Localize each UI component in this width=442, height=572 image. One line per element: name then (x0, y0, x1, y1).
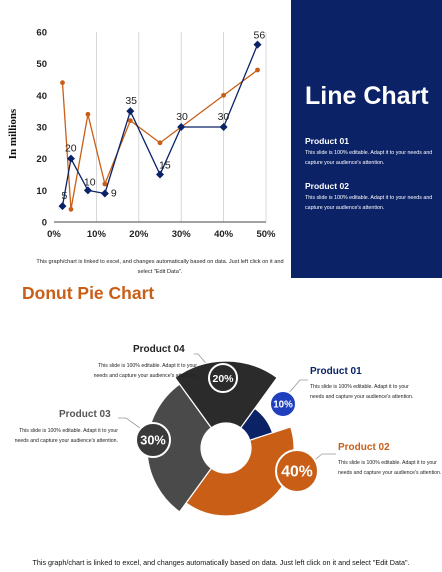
product-01-description: This slide is 100% editable. Adapt it to… (310, 384, 414, 400)
product-02-description: This slide is 100% editable. Adapt it to… (338, 460, 442, 476)
product-01-description: This slide is 100% editable. Adapt it to… (305, 150, 433, 166)
series-2-point (68, 206, 74, 212)
data-label: 56 (254, 30, 266, 42)
series-2-point (85, 111, 91, 117)
data-label: 15 (159, 160, 171, 172)
y-tick-label: 40 (36, 91, 47, 102)
percent-bubble (269, 390, 297, 418)
donut-slice-product-04 (174, 360, 278, 429)
x-tick-label: 10% (87, 229, 107, 240)
y-tick-label: 10 (36, 186, 47, 197)
percent-label: 10% (273, 400, 293, 411)
series-1-point (83, 186, 92, 195)
donut-chart-slide: Donut Pie Chart 10% 40% 30% 20% Product 04 … (0, 286, 442, 572)
leader-line (287, 379, 308, 395)
percent-label: 30% (140, 433, 166, 448)
y-tick-label: 50 (36, 59, 47, 70)
product-02-heading: Product 02 (305, 181, 349, 191)
y-tick-label: 60 (36, 28, 47, 39)
donut-slice-product-03 (146, 383, 213, 513)
donut-chart: 10% 40% 30% 20% (118, 353, 336, 517)
data-label: 35 (125, 95, 137, 107)
donut-slide-title: Donut Pie Chart (22, 286, 155, 303)
series-1-point (219, 123, 228, 131)
percent-bubble (208, 363, 238, 393)
data-label: 30 (218, 111, 230, 123)
donut-chart-footnote: This graph/chart is linked to excel, and… (32, 558, 410, 567)
series-2-point (255, 67, 260, 73)
product-02-description: This slide is 100% editable. Adapt it to… (305, 195, 433, 211)
series-1-point (66, 154, 75, 163)
data-label: 5 (61, 190, 67, 202)
line-chart: 0% 10% 20% 30% 40% 50% 0 10 20 30 40 50 60 5 20 10 9 35 1… (36, 28, 276, 241)
product-03-description: This slide is 100% editable. Adapt it to… (14, 428, 118, 444)
slide-title: Line Chart (305, 82, 429, 110)
product-04-heading: Product 04 (133, 344, 185, 355)
series-1-point (126, 107, 135, 116)
product-01-heading: Product 01 (310, 366, 362, 377)
line-chart-side-panel: Line Chart Product 01 This slide is 100%… (291, 0, 442, 278)
series-1-point (100, 189, 109, 198)
y-axis-label: In millions (7, 108, 20, 160)
line-chart-footnote: This graph/chart is linked to excel, and… (36, 259, 284, 275)
percent-label: 40% (281, 464, 313, 481)
series-1-point (156, 170, 164, 179)
data-label: 9 (111, 188, 117, 200)
series-2-point (102, 181, 108, 187)
product-04-description: This slide is 100% editable. Adapt it to… (93, 363, 197, 379)
percent-label: 20% (212, 373, 234, 385)
data-label: 30 (176, 111, 188, 123)
product-02-heading: Product 02 (338, 442, 390, 453)
x-tick-label: 50% (256, 229, 276, 240)
product-01-heading: Product 01 (305, 136, 349, 146)
percent-bubble (275, 449, 319, 493)
leader-line (118, 417, 141, 429)
series-2-point (221, 92, 227, 98)
product-03-heading: Product 03 (59, 409, 111, 420)
series-1-point (58, 202, 67, 211)
y-tick-label: 30 (36, 123, 47, 134)
series-1-point (253, 40, 262, 49)
series-2-line (61, 69, 258, 210)
x-tick-label: 40% (214, 229, 234, 240)
series-2-point (127, 118, 133, 124)
series-1-point (177, 123, 186, 131)
data-label: 10 (84, 176, 96, 188)
x-tick-label: 0% (47, 229, 61, 240)
y-tick-label: 0 (42, 218, 47, 229)
series-2-point (157, 140, 163, 146)
series-2-point (60, 80, 65, 86)
line-chart-slide: 0% 10% 20% 30% 40% 50% 0 10 20 30 40 50 60 5 20 10 9 35 1… (7, 0, 442, 278)
y-tick-label: 20 (36, 154, 47, 165)
data-label: 20 (65, 143, 77, 155)
x-tick-label: 30% (172, 229, 192, 240)
percent-bubble (135, 422, 171, 458)
x-tick-label: 20% (129, 229, 149, 240)
